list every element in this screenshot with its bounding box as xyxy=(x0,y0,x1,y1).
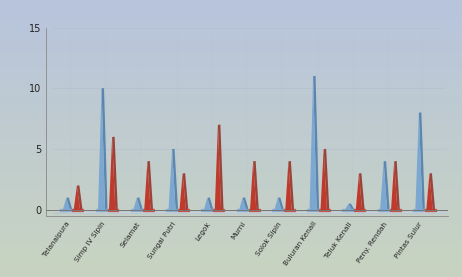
Polygon shape xyxy=(321,149,327,210)
Polygon shape xyxy=(250,161,256,210)
Polygon shape xyxy=(348,204,354,210)
Polygon shape xyxy=(243,198,249,210)
Polygon shape xyxy=(144,161,151,210)
Polygon shape xyxy=(102,88,108,210)
Polygon shape xyxy=(239,198,246,210)
Polygon shape xyxy=(179,173,186,210)
Polygon shape xyxy=(134,198,140,210)
Polygon shape xyxy=(356,173,362,210)
Polygon shape xyxy=(383,161,389,210)
Polygon shape xyxy=(147,161,153,210)
Polygon shape xyxy=(204,198,211,210)
Polygon shape xyxy=(419,112,425,210)
Polygon shape xyxy=(380,161,387,210)
Polygon shape xyxy=(182,173,188,210)
Polygon shape xyxy=(415,113,422,210)
Polygon shape xyxy=(67,198,72,210)
Polygon shape xyxy=(430,173,435,210)
Polygon shape xyxy=(285,161,292,210)
Polygon shape xyxy=(53,212,459,214)
Polygon shape xyxy=(253,161,259,210)
Polygon shape xyxy=(310,76,316,210)
Polygon shape xyxy=(426,173,432,210)
Polygon shape xyxy=(345,204,352,210)
Polygon shape xyxy=(313,76,319,210)
Polygon shape xyxy=(274,198,281,210)
Polygon shape xyxy=(98,88,105,210)
Polygon shape xyxy=(218,124,224,210)
Polygon shape xyxy=(288,161,294,210)
Polygon shape xyxy=(207,198,213,210)
Polygon shape xyxy=(324,149,329,210)
Polygon shape xyxy=(112,137,118,210)
Polygon shape xyxy=(394,161,400,210)
Polygon shape xyxy=(109,137,116,210)
Polygon shape xyxy=(74,186,80,210)
Polygon shape xyxy=(215,125,221,210)
Polygon shape xyxy=(63,198,70,210)
Polygon shape xyxy=(77,185,83,210)
Polygon shape xyxy=(359,173,365,210)
Polygon shape xyxy=(278,198,284,210)
Polygon shape xyxy=(172,149,178,210)
Polygon shape xyxy=(137,198,143,210)
Polygon shape xyxy=(391,161,397,210)
Polygon shape xyxy=(169,149,176,210)
